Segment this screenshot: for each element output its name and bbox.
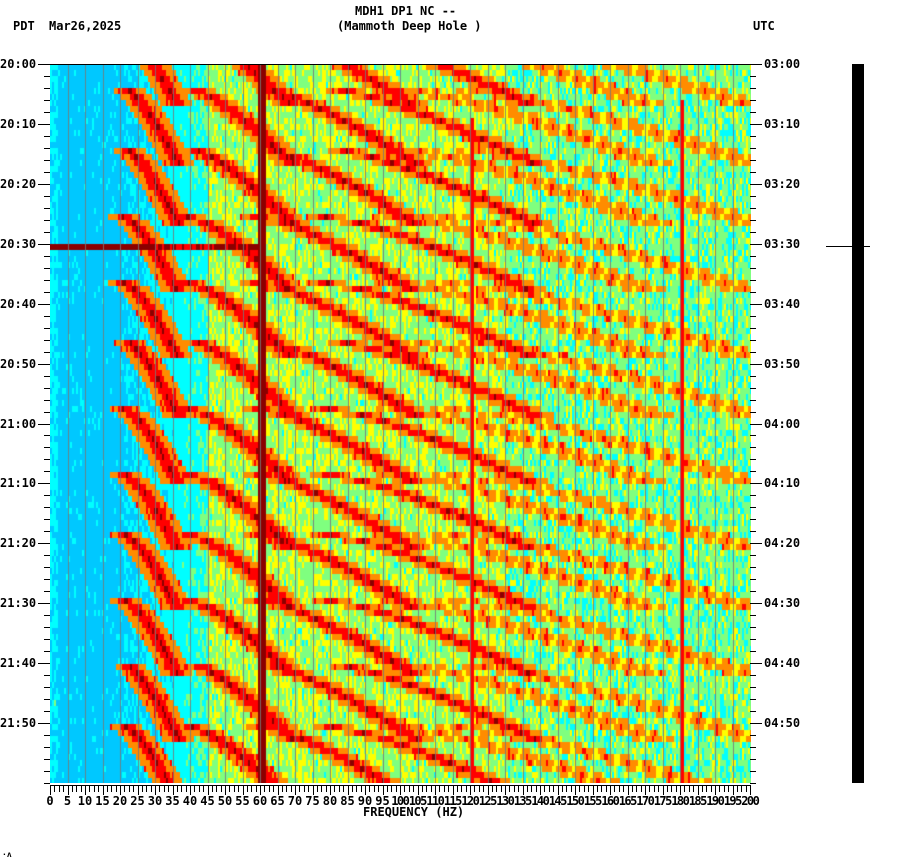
x-tick-label: 95 bbox=[375, 794, 390, 808]
x-tick-label: 45 bbox=[200, 794, 215, 808]
y-tick-right-label: 03:30 bbox=[764, 236, 801, 251]
x-tick-label: 85 bbox=[340, 794, 355, 808]
y-tick-left-label: 21:10 bbox=[0, 476, 37, 491]
x-tick-label: 165 bbox=[618, 794, 638, 808]
x-tick-label: 100 bbox=[391, 794, 410, 808]
y-tick-right-label: 03:50 bbox=[764, 356, 801, 371]
y-tick-right-label: 04:00 bbox=[764, 416, 801, 431]
x-tick-label: 145 bbox=[548, 794, 568, 808]
date-label: Mar26,2025 bbox=[49, 19, 122, 33]
x-tick-label: 140 bbox=[531, 794, 550, 808]
x-tick-label: 120 bbox=[461, 794, 480, 808]
x-tick-label: 155 bbox=[583, 794, 603, 808]
x-tick-label: 190 bbox=[706, 794, 725, 808]
right-timezone: UTC bbox=[753, 19, 775, 33]
x-tick-label: 135 bbox=[513, 794, 533, 808]
x-tick-label: 130 bbox=[496, 794, 515, 808]
y-tick-left-label: 21:50 bbox=[0, 716, 37, 731]
x-axis-title: FREQUENCY (HZ) bbox=[363, 805, 465, 819]
x-tick-label: 150 bbox=[566, 794, 585, 808]
y-tick-right-label: 04:10 bbox=[764, 476, 801, 491]
x-tick-label: 170 bbox=[636, 794, 655, 808]
x-tick-label: 160 bbox=[601, 794, 620, 808]
seismogram-trace bbox=[852, 64, 864, 783]
x-tick-label: 90 bbox=[357, 794, 373, 808]
y-tick-left-label: 20:30 bbox=[0, 236, 37, 251]
x-tick-label: 20 bbox=[112, 794, 128, 808]
y-tick-left-label: 20:50 bbox=[0, 356, 37, 371]
x-tick-label: 185 bbox=[688, 794, 708, 808]
y-tick-right-label: 03:20 bbox=[764, 176, 801, 191]
x-tick-label: 200 bbox=[741, 794, 760, 808]
x-tick-label: 40 bbox=[182, 794, 198, 808]
x-tick-label: 115 bbox=[443, 794, 463, 808]
y-tick-left-label: 20:00 bbox=[0, 57, 37, 71]
x-tick-label: 35 bbox=[165, 794, 180, 808]
x-tick-label: 75 bbox=[305, 794, 320, 808]
x-tick-label: 70 bbox=[287, 794, 303, 808]
x-tick-label: 65 bbox=[270, 794, 285, 808]
x-tick-label: 15 bbox=[95, 794, 110, 808]
x-tick-label: 175 bbox=[653, 794, 673, 808]
footer-mark: ·ʌ bbox=[2, 850, 12, 859]
station-line: MDH1 DP1 NC -- bbox=[355, 4, 457, 18]
y-tick-right-label: 03:40 bbox=[764, 296, 801, 311]
x-tick-label: 105 bbox=[408, 794, 428, 808]
x-tick-label: 180 bbox=[671, 794, 690, 808]
y-tick-right-label: 03:00 bbox=[764, 57, 801, 71]
x-tick-label: 10 bbox=[77, 794, 93, 808]
x-tick-label: 110 bbox=[426, 794, 445, 808]
x-tick-label: 125 bbox=[478, 794, 498, 808]
x-tick-label: 30 bbox=[147, 794, 163, 808]
x-tick-label: 195 bbox=[723, 794, 743, 808]
x-tick-label: 0 bbox=[46, 794, 54, 808]
x-tick-label: 25 bbox=[130, 794, 145, 808]
y-tick-right-label: 04:20 bbox=[764, 536, 801, 551]
y-tick-left-label: 21:40 bbox=[0, 656, 37, 671]
y-tick-right-label: 04:40 bbox=[764, 656, 801, 671]
y-tick-left-label: 21:00 bbox=[0, 416, 37, 431]
x-tick-label: 55 bbox=[235, 794, 250, 808]
x-tick-label: 5 bbox=[63, 794, 72, 808]
x-tick-label: 60 bbox=[252, 794, 268, 808]
y-tick-left-label: 20:20 bbox=[0, 176, 37, 191]
y-tick-right-label: 03:10 bbox=[764, 116, 801, 131]
x-tick-label: 50 bbox=[217, 794, 233, 808]
spectrogram-heatmap bbox=[50, 64, 751, 783]
seismogram-event-marker bbox=[826, 246, 870, 247]
y-tick-left-label: 20:40 bbox=[0, 296, 37, 311]
y-tick-left-label: 20:10 bbox=[0, 116, 37, 131]
x-tick-label: 80 bbox=[322, 794, 338, 808]
left-timezone: PDT bbox=[13, 19, 35, 33]
y-tick-right-label: 04:30 bbox=[764, 596, 801, 611]
y-tick-right-label: 04:50 bbox=[764, 716, 801, 731]
station-name: (Mammoth Deep Hole ) bbox=[337, 19, 482, 33]
y-tick-left-label: 21:20 bbox=[0, 536, 37, 551]
y-tick-left-label: 21:30 bbox=[0, 596, 37, 611]
